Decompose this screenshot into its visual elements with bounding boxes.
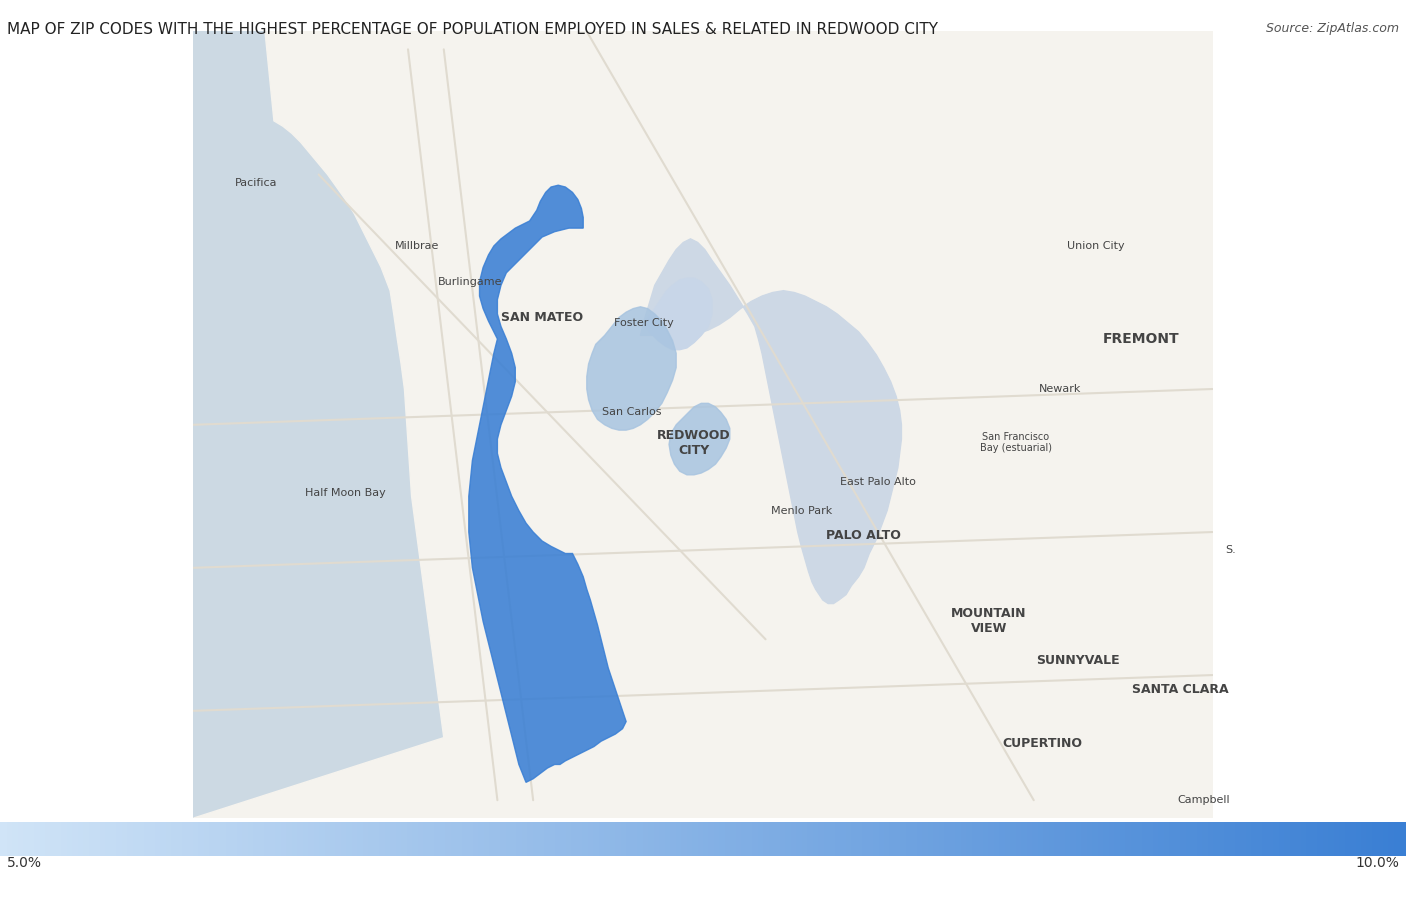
Text: Pacifica: Pacifica xyxy=(235,178,277,189)
Text: Half Moon Bay: Half Moon Bay xyxy=(305,488,385,498)
Text: 10.0%: 10.0% xyxy=(1355,856,1399,870)
Text: REDWOOD
CITY: REDWOOD CITY xyxy=(657,429,731,457)
Text: SUNNYVALE: SUNNYVALE xyxy=(1036,654,1121,667)
Text: Menlo Park: Menlo Park xyxy=(770,505,832,516)
Text: Foster City: Foster City xyxy=(614,318,673,328)
Text: San Carlos: San Carlos xyxy=(602,407,661,417)
Text: Campbell: Campbell xyxy=(1177,796,1230,806)
Text: East Palo Alto: East Palo Alto xyxy=(841,477,917,487)
Text: Union City: Union City xyxy=(1067,241,1125,251)
Text: CUPERTINO: CUPERTINO xyxy=(1002,736,1083,750)
Polygon shape xyxy=(640,239,901,603)
Text: San Francisco
Bay (estuarial): San Francisco Bay (estuarial) xyxy=(980,432,1052,453)
Text: Millbrae: Millbrae xyxy=(395,241,439,251)
Text: PALO ALTO: PALO ALTO xyxy=(827,530,901,542)
Text: MAP OF ZIP CODES WITH THE HIGHEST PERCENTAGE OF POPULATION EMPLOYED IN SALES & R: MAP OF ZIP CODES WITH THE HIGHEST PERCEN… xyxy=(7,22,938,38)
Polygon shape xyxy=(644,278,711,350)
Text: Source: ZipAtlas.com: Source: ZipAtlas.com xyxy=(1265,22,1399,35)
Text: FREMONT: FREMONT xyxy=(1102,332,1180,346)
Text: SANTA CLARA: SANTA CLARA xyxy=(1132,683,1229,696)
Polygon shape xyxy=(468,185,626,782)
Text: 5.0%: 5.0% xyxy=(7,856,42,870)
Polygon shape xyxy=(194,31,1212,818)
Polygon shape xyxy=(194,31,447,818)
Polygon shape xyxy=(586,307,676,430)
Text: Newark: Newark xyxy=(1039,384,1081,394)
Text: SAN MATEO: SAN MATEO xyxy=(501,311,583,324)
Text: Burlingame: Burlingame xyxy=(439,277,503,287)
Text: MOUNTAIN
VIEW: MOUNTAIN VIEW xyxy=(952,608,1026,636)
Text: S.: S. xyxy=(1225,545,1236,555)
Polygon shape xyxy=(669,404,730,475)
